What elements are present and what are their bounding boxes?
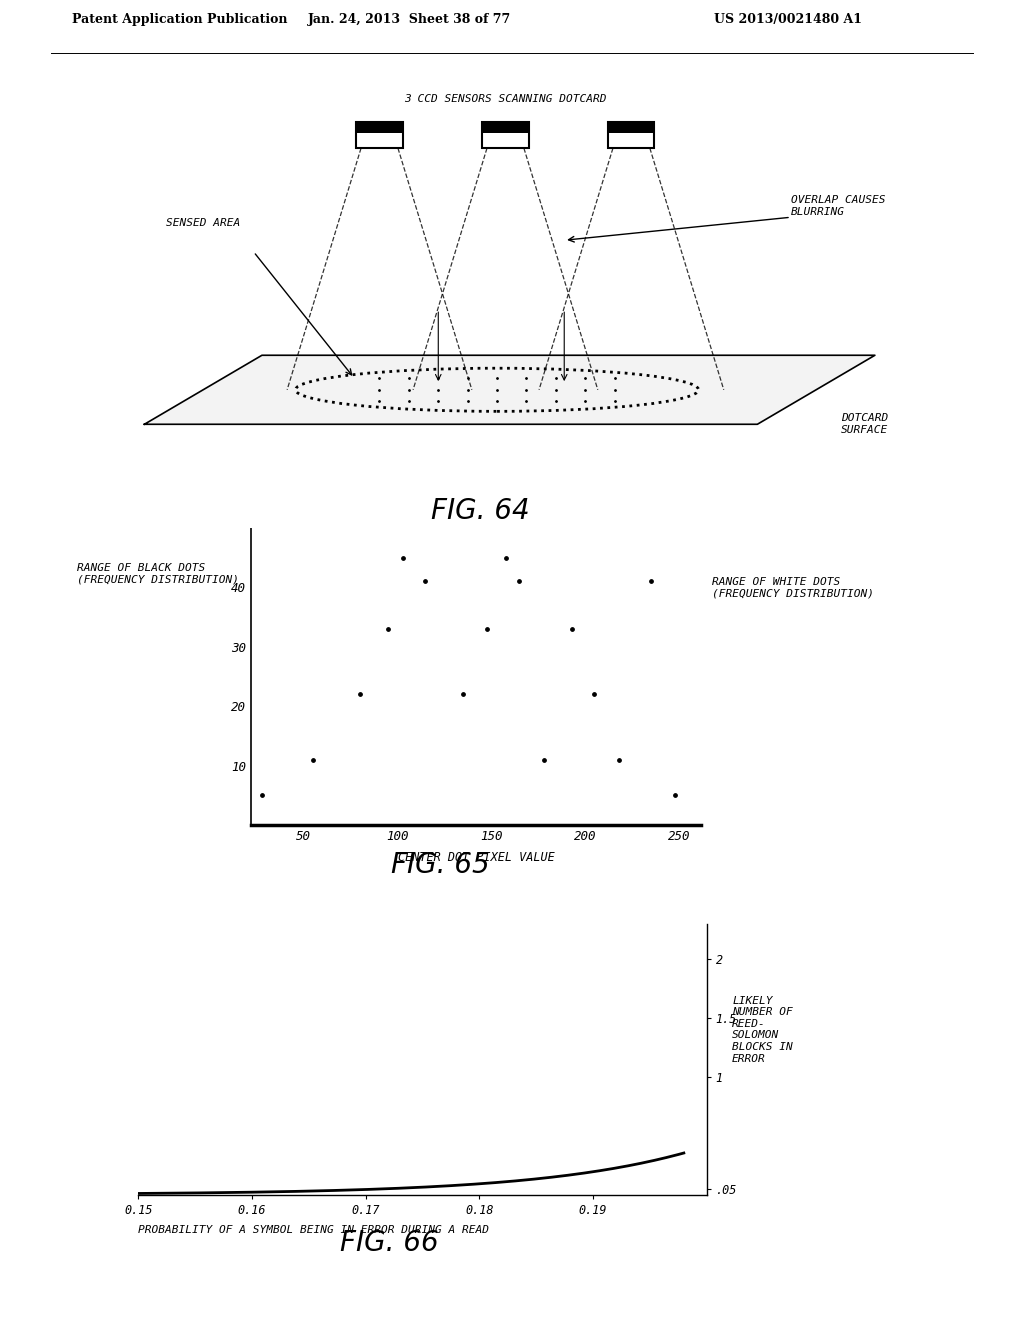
Text: OVERLAP CAUSES
BLURRING: OVERLAP CAUSES BLURRING — [791, 195, 886, 216]
Point — [395, 546, 412, 568]
Point — [418, 570, 434, 591]
Bar — [608, 123, 654, 148]
Text: LIKELY
NUMBER OF
REED-
SOLOMON
BLOCKS IN
ERROR: LIKELY NUMBER OF REED- SOLOMON BLOCKS IN… — [732, 995, 793, 1064]
Point — [586, 684, 602, 705]
Point — [536, 748, 552, 770]
Point — [563, 618, 580, 640]
Text: RANGE OF BLACK DOTS
(FREQUENCY DISTRIBUTION): RANGE OF BLACK DOTS (FREQUENCY DISTRIBUT… — [77, 564, 239, 585]
Bar — [356, 123, 402, 133]
Text: FIG. 64: FIG. 64 — [431, 496, 529, 524]
Point — [380, 618, 396, 640]
Point — [643, 570, 659, 591]
Text: Jan. 24, 2013  Sheet 38 of 77: Jan. 24, 2013 Sheet 38 of 77 — [308, 13, 511, 26]
Text: RANGE OF WHITE DOTS
(FREQUENCY DISTRIBUTION): RANGE OF WHITE DOTS (FREQUENCY DISTRIBUT… — [712, 577, 873, 598]
Point — [305, 748, 322, 770]
Bar — [356, 123, 402, 148]
Polygon shape — [144, 355, 874, 424]
Point — [455, 684, 471, 705]
Bar — [608, 123, 654, 133]
Text: SENSED AREA: SENSED AREA — [166, 218, 241, 228]
Text: DOTCARD
SURFACE: DOTCARD SURFACE — [842, 413, 889, 436]
Text: FIG. 65: FIG. 65 — [391, 850, 489, 879]
Point — [254, 784, 270, 805]
Point — [667, 784, 683, 805]
Text: FIG. 66: FIG. 66 — [340, 1229, 438, 1258]
Point — [351, 684, 368, 705]
Point — [479, 618, 496, 640]
Text: US 2013/0021480 A1: US 2013/0021480 A1 — [715, 13, 862, 26]
Point — [498, 546, 514, 568]
Point — [610, 748, 627, 770]
X-axis label: CENTER DOT PIXEL VALUE: CENTER DOT PIXEL VALUE — [397, 851, 555, 865]
X-axis label: PROBABILITY OF A SYMBOL BEING IN ERROR DURING A READ: PROBABILITY OF A SYMBOL BEING IN ERROR D… — [138, 1225, 489, 1236]
Bar — [482, 123, 528, 148]
Text: Patent Application Publication: Patent Application Publication — [72, 13, 287, 26]
Text: 3 CCD SENSORS SCANNING DOTCARD: 3 CCD SENSORS SCANNING DOTCARD — [404, 94, 606, 104]
Bar — [482, 123, 528, 133]
Point — [511, 570, 527, 591]
